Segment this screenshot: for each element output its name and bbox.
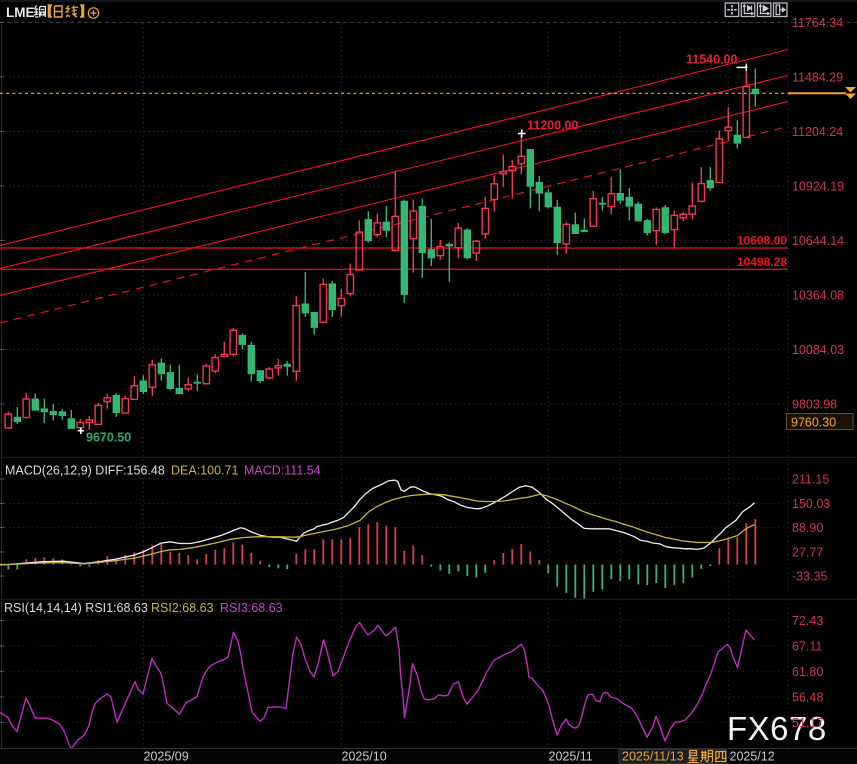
svg-text:61.80: 61.80 [792, 665, 823, 679]
svg-text:11200.00: 11200.00 [527, 119, 578, 133]
svg-text:11484.29: 11484.29 [792, 70, 843, 84]
svg-text:9670.50: 9670.50 [86, 431, 131, 445]
svg-text:RSI(14,14,14) RSI1:68.63: RSI(14,14,14) RSI1:68.63 [4, 601, 148, 615]
svg-text:2025/11: 2025/11 [549, 750, 593, 764]
svg-text:10498.28: 10498.28 [737, 255, 787, 269]
svg-text:51.17: 51.17 [792, 716, 823, 730]
svg-text:2025/09: 2025/09 [144, 750, 189, 764]
svg-text:RSI3:68.63: RSI3:68.63 [220, 601, 283, 615]
svg-text:9803.98: 9803.98 [792, 397, 837, 411]
svg-text:150.03: 150.03 [792, 497, 830, 511]
svg-text:211.15: 211.15 [792, 473, 829, 487]
svg-text:27.77: 27.77 [792, 546, 823, 560]
svg-text:RSI2:68.63: RSI2:68.63 [151, 601, 214, 615]
svg-text:10924.19: 10924.19 [792, 179, 844, 193]
svg-text:2025/10: 2025/10 [342, 750, 387, 764]
svg-text:2025/12: 2025/12 [730, 750, 775, 764]
svg-text:DEA:100.71: DEA:100.71 [171, 464, 238, 478]
svg-text:LME: LME [6, 5, 35, 20]
svg-text:10644.14: 10644.14 [792, 234, 844, 248]
svg-text:2025/11/13: 2025/11/13 [622, 750, 684, 764]
svg-text:9760.30: 9760.30 [791, 416, 836, 430]
svg-text:11204.24: 11204.24 [792, 125, 843, 139]
svg-text:FX678: FX678 [727, 710, 827, 747]
svg-text:MACD(26,12,9) DIFF:156.48: MACD(26,12,9) DIFF:156.48 [5, 464, 165, 478]
svg-text:-33.35: -33.35 [792, 570, 827, 584]
svg-text:67.11: 67.11 [792, 639, 822, 653]
svg-text:11540.00: 11540.00 [686, 53, 737, 67]
svg-text:88.90: 88.90 [792, 521, 823, 535]
svg-text:56.48: 56.48 [792, 690, 823, 704]
svg-text:10608.00: 10608.00 [737, 234, 787, 248]
svg-text:10364.08: 10364.08 [792, 288, 844, 302]
svg-text:10084.03: 10084.03 [792, 343, 844, 357]
svg-text:11764.34: 11764.34 [792, 16, 843, 30]
svg-text:72.43: 72.43 [792, 614, 823, 628]
svg-text:MACD:111.54: MACD:111.54 [244, 464, 321, 478]
